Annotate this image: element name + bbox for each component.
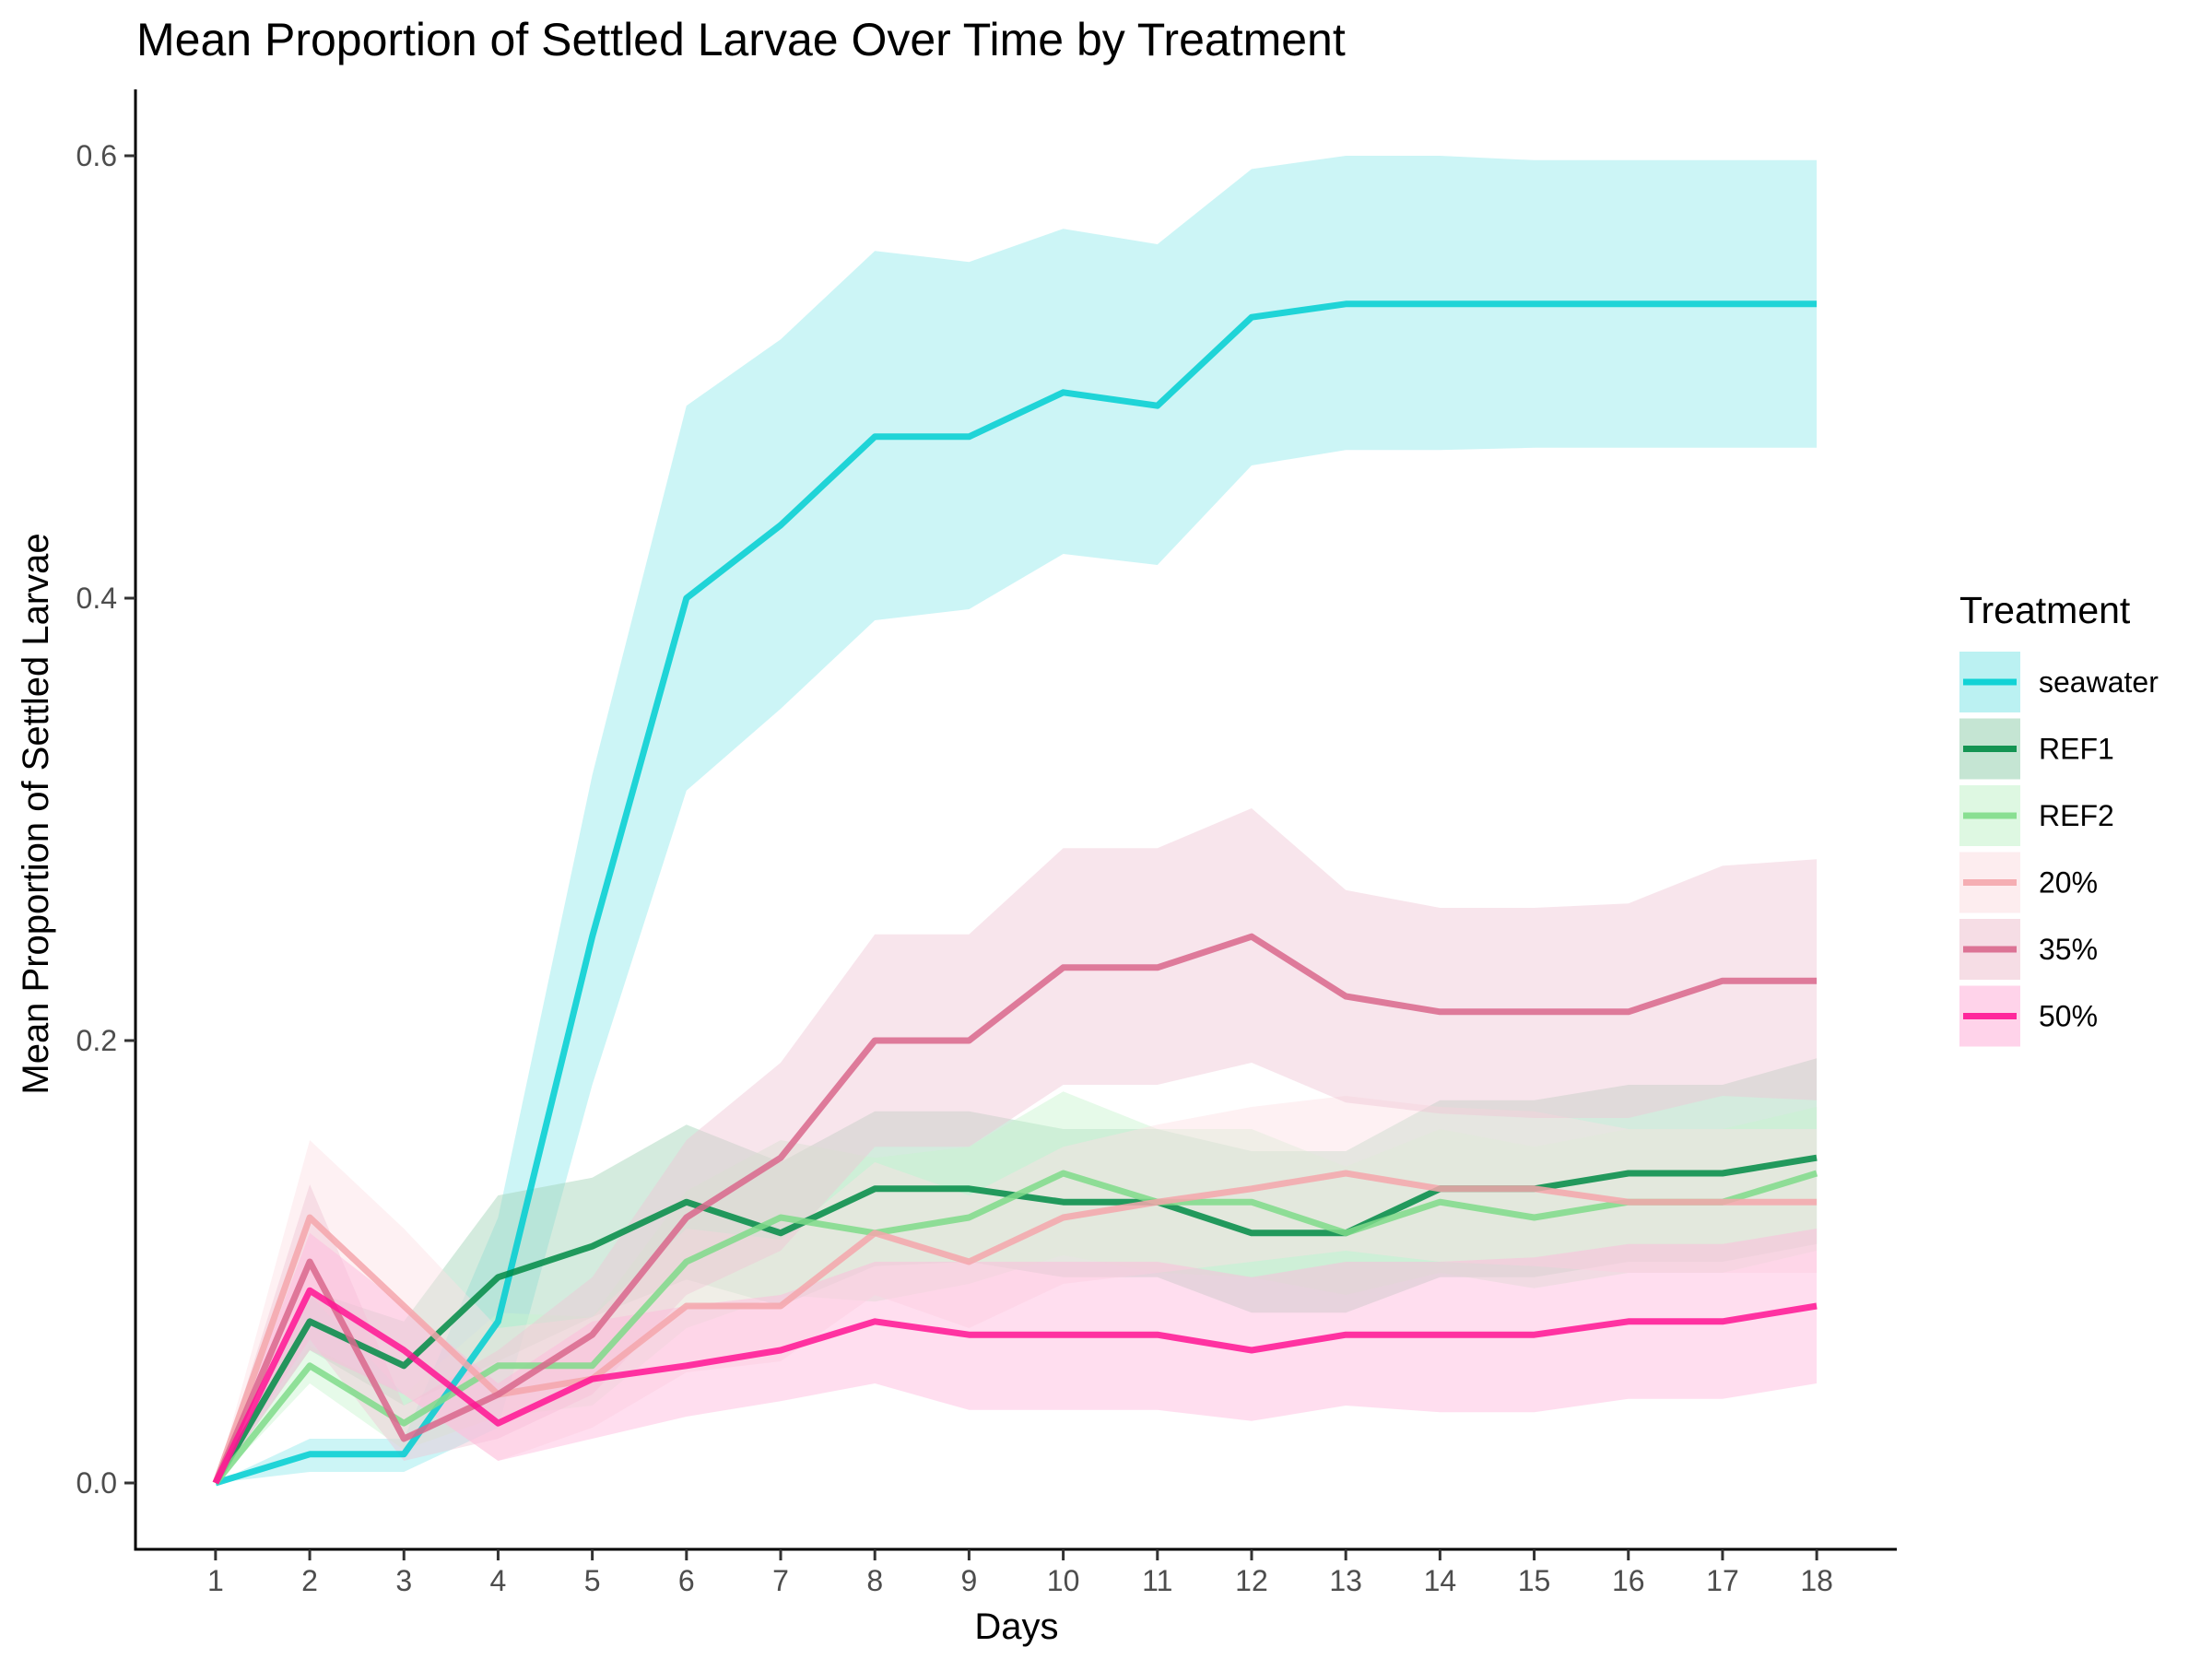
legend-title: Treatment: [1959, 589, 2131, 631]
x-tick-label: 5: [584, 1564, 601, 1597]
legend-item-20pct: 20%: [1959, 852, 2098, 913]
x-tick-label: 2: [301, 1564, 318, 1597]
line-50pct: [212, 1287, 1818, 1485]
x-tick-label: 4: [490, 1564, 507, 1597]
y-tick-label: 0.4: [76, 582, 117, 615]
band-50pct: [215, 1229, 1818, 1483]
x-tick-label: 15: [1518, 1564, 1551, 1597]
x-tick-label: 11: [1142, 1564, 1172, 1597]
band-20pct: [215, 1096, 1818, 1483]
x-tick-label: 12: [1235, 1564, 1268, 1597]
legend-item-50pct: 50%: [1959, 985, 2098, 1047]
x-tick-label: 9: [961, 1564, 978, 1597]
x-tick-label: 7: [772, 1564, 789, 1597]
legend-item-ref1: REF1: [1959, 718, 2114, 780]
axes: [134, 89, 1897, 1551]
x-tick-label: 17: [1706, 1564, 1739, 1597]
band-seawater: [215, 156, 1818, 1483]
x-tick-label: 13: [1329, 1564, 1362, 1597]
series-lines: [212, 300, 1818, 1487]
legend-label: 50%: [2039, 1000, 2098, 1033]
y-tick-label: 0.2: [76, 1024, 117, 1057]
x-tick-label: 1: [207, 1564, 224, 1597]
y-axis-ticks: 0.0 0.2 0.4 0.6: [76, 139, 135, 1500]
y-tick-label: 0.6: [76, 139, 117, 172]
legend-item-35pct: 35%: [1959, 919, 2098, 980]
band-ref1: [215, 1058, 1818, 1483]
x-tick-label: 10: [1047, 1564, 1080, 1597]
band-35pct: [215, 808, 1818, 1483]
line-20pct: [212, 1170, 1818, 1485]
confidence-bands: [215, 156, 1818, 1483]
legend-item-ref2: REF2: [1959, 785, 2114, 846]
chart-title: Mean Proportion of Settled Larvae Over T…: [136, 14, 1346, 65]
x-tick-label: 18: [1800, 1564, 1833, 1597]
y-tick-label: 0.0: [76, 1466, 117, 1500]
x-tick-label: 3: [395, 1564, 412, 1597]
legend-label: 20%: [2039, 866, 2098, 900]
y-axis-title: Mean Proportion of Settled Larvae: [16, 533, 56, 1094]
x-tick-label: 6: [678, 1564, 695, 1597]
legend: Treatment seawater REF1 REF2 20% 35% 50%: [1959, 589, 2159, 1047]
legend-label: REF1: [2039, 733, 2114, 766]
band-ref2: [215, 1091, 1818, 1483]
legend-label: REF2: [2039, 799, 2114, 832]
x-tick-label: 8: [866, 1564, 883, 1597]
legend-label: seawater: [2039, 665, 2159, 699]
line-seawater: [214, 300, 1818, 1487]
line-35pct: [212, 933, 1818, 1485]
x-tick-label: 14: [1424, 1564, 1457, 1597]
legend-item-seawater: seawater: [1959, 652, 2159, 712]
legend-label: 35%: [2039, 933, 2098, 966]
x-axis-title: Days: [974, 1606, 1058, 1647]
x-tick-label: 16: [1612, 1564, 1645, 1597]
x-axis-ticks: 1 2 3 4 5 6 7 8 9 10 11 12 13 14 15 16 17 18: [207, 1549, 1833, 1597]
